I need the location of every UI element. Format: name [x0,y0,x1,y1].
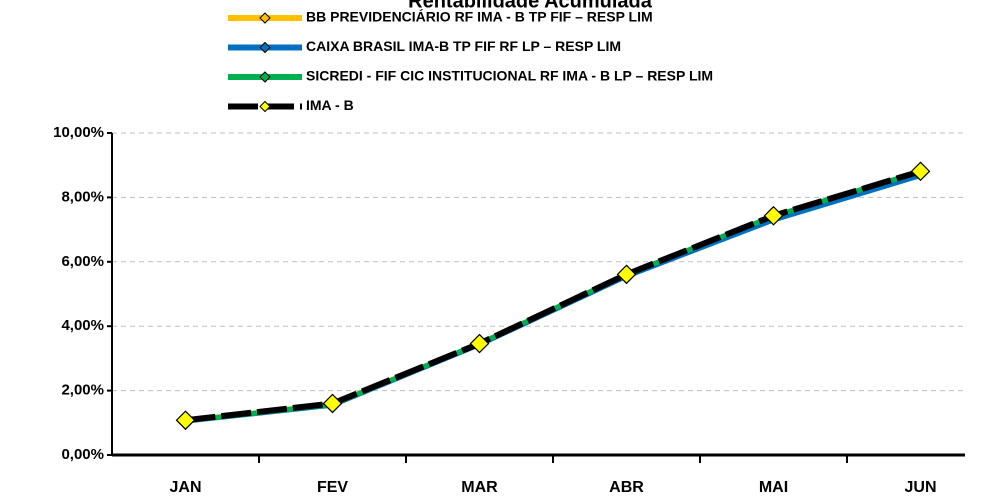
legend-marker [259,71,271,83]
legend-marker [259,41,271,54]
y-tick-label: 10,00% [53,124,104,141]
y-tick-label: 2,00% [61,382,104,399]
legend-label: BB PREVIDENCIÁRIO RF IMA - B TP FIF – RE… [306,9,653,25]
point-marker [322,393,343,414]
point-marker [175,410,196,431]
point-marker [763,205,784,226]
x-tick-label: MAR [461,479,498,496]
y-tick-label: 4,00% [61,317,104,334]
x-tick-label: JAN [169,479,201,496]
x-tick-label: MAI [759,479,788,496]
legend-marker [259,100,271,113]
legend-marker [259,12,271,24]
x-tick-label: JUN [904,479,936,496]
series-line [185,168,922,424]
point-marker [469,333,490,354]
legend-label: CAIXA BRASIL IMA-B TP FIF RF LP – RESP L… [306,38,621,54]
chart-title: Rentabilidade Acumulada [408,0,653,12]
legend-label: SICREDI - FIF CIC INSTITUCIONAL RF IMA -… [306,68,713,84]
series-line [185,173,922,424]
y-tick-label: 6,00% [61,253,104,270]
x-tick-label: ABR [609,479,644,496]
legend-label: IMA - B [306,97,354,113]
point-marker [910,161,931,182]
y-tick-label: 8,00% [61,188,104,205]
point-marker [616,264,637,285]
y-tick-label: 0,00% [61,446,104,463]
x-tick-label: FEV [317,479,348,496]
